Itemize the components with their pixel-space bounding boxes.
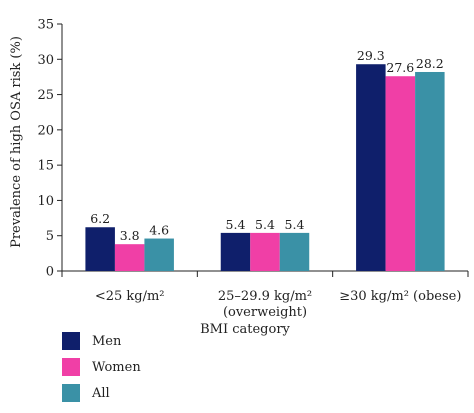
legend-swatch-all	[62, 384, 80, 402]
x-category-label: (overweight)	[223, 305, 307, 320]
data-label: 4.6	[149, 223, 169, 238]
y-tick-label: 35	[37, 18, 54, 33]
legend-label-all: All	[92, 385, 110, 401]
x-category-label: ≥30 kg/m² (obese)	[339, 289, 461, 304]
data-label: 3.8	[120, 228, 140, 243]
x-axis-title: BMI category	[200, 322, 290, 337]
bar-men	[85, 227, 115, 271]
bar-all	[415, 71, 445, 271]
x-category-label: 25–29.9 kg/m²	[218, 289, 312, 304]
bar-all	[144, 238, 174, 271]
data-label: 5.4	[226, 217, 246, 232]
y-tick-label: 0	[46, 265, 54, 280]
y-tick-label: 30	[37, 53, 54, 68]
data-label: 28.2	[416, 56, 444, 71]
data-label: 27.6	[386, 60, 414, 75]
x-category-label: <25 kg/m²	[95, 289, 165, 304]
data-label: 5.4	[285, 217, 305, 232]
y-tick-label: 10	[37, 194, 54, 209]
data-label: 6.2	[90, 211, 110, 226]
bar-all	[279, 232, 310, 271]
plot-area: 0 5 10 15 20 25 30 35 6.2 3.8 4.6 <25 kg/m² 5.4 5.4 5.…	[37, 18, 469, 320]
y-tick-label: 20	[37, 123, 54, 138]
y-tick-label: 25	[37, 88, 54, 103]
legend-swatch-women	[62, 358, 80, 376]
legend-item-men: Men	[62, 330, 141, 352]
legend-item-women: Women	[62, 356, 141, 378]
bar-men	[356, 64, 386, 272]
data-label: 5.4	[255, 217, 275, 232]
y-tick-label: 5	[46, 229, 54, 244]
bar-men	[220, 232, 251, 271]
y-axis-title: Prevalence of high OSA risk (%)	[9, 36, 24, 248]
bar-women	[114, 244, 145, 271]
y-tick-label: 15	[37, 159, 54, 174]
data-label: 29.3	[357, 48, 385, 63]
bar-women	[250, 232, 280, 271]
bar-women	[385, 76, 416, 271]
legend: Men Women All	[62, 330, 141, 408]
legend-label-women: Women	[92, 359, 141, 375]
legend-swatch-men	[62, 332, 80, 350]
legend-label-men: Men	[92, 333, 122, 349]
legend-item-all: All	[62, 382, 141, 404]
